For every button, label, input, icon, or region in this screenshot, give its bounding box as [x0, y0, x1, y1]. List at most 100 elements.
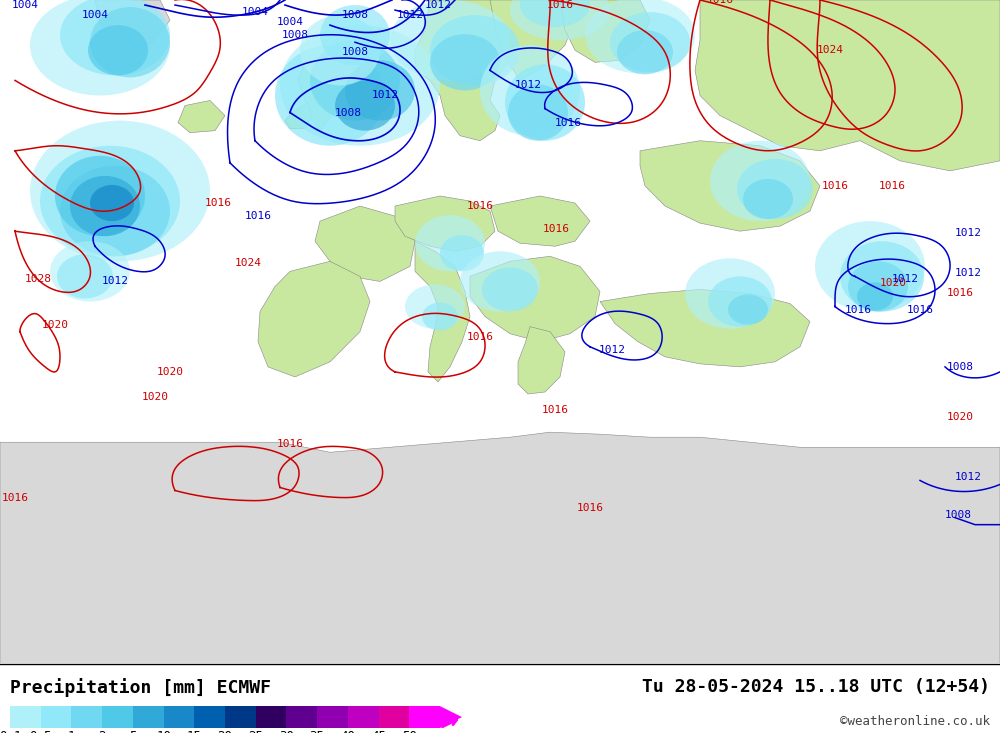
Text: 1012: 1012 [424, 0, 452, 10]
Polygon shape [490, 196, 590, 246]
Bar [164, 706, 194, 728]
Text: 1024: 1024 [234, 258, 262, 268]
Ellipse shape [90, 7, 170, 78]
Text: 1008: 1008 [282, 30, 308, 40]
Text: 25: 25 [248, 730, 263, 733]
Bar [286, 706, 317, 728]
Text: 1016: 1016 [844, 305, 872, 314]
Polygon shape [178, 100, 225, 133]
Text: 1012: 1012 [954, 228, 982, 238]
Bar [10, 706, 41, 728]
Ellipse shape [743, 179, 793, 219]
Polygon shape [490, 0, 575, 81]
Ellipse shape [335, 81, 395, 130]
Text: 1016: 1016 [822, 181, 848, 191]
Bar [41, 706, 71, 728]
Text: 1008: 1008 [342, 47, 368, 57]
Text: 20: 20 [218, 730, 232, 733]
Bar [409, 706, 440, 728]
Ellipse shape [90, 185, 134, 221]
Polygon shape [415, 0, 520, 141]
Text: 15: 15 [187, 730, 202, 733]
Bar [317, 706, 348, 728]
Ellipse shape [70, 176, 140, 236]
Ellipse shape [422, 303, 458, 331]
Text: 30: 30 [279, 730, 294, 733]
Bar [256, 706, 286, 728]
Text: 1016: 1016 [205, 198, 232, 208]
Text: 1016: 1016 [554, 117, 582, 128]
Ellipse shape [30, 0, 170, 95]
Polygon shape [285, 103, 312, 129]
Ellipse shape [57, 254, 113, 298]
Ellipse shape [30, 121, 210, 262]
Ellipse shape [280, 25, 440, 146]
Polygon shape [470, 257, 600, 342]
Polygon shape [695, 0, 1000, 171]
Polygon shape [315, 206, 415, 281]
Text: 1016: 1016 [706, 0, 734, 5]
Polygon shape [415, 241, 470, 382]
Polygon shape [600, 290, 810, 366]
Ellipse shape [40, 146, 180, 257]
Ellipse shape [510, 0, 610, 40]
Text: 1008: 1008 [342, 10, 368, 20]
Polygon shape [298, 55, 345, 130]
Text: 1020: 1020 [42, 320, 68, 330]
Bar [71, 706, 102, 728]
Ellipse shape [737, 159, 813, 219]
Text: 1020: 1020 [142, 392, 168, 402]
Text: 1016: 1016 [879, 181, 906, 191]
Polygon shape [640, 141, 820, 231]
Text: 1012: 1012 [892, 274, 918, 284]
Ellipse shape [508, 84, 568, 141]
Ellipse shape [482, 268, 538, 312]
Text: 1012: 1012 [954, 268, 982, 279]
Ellipse shape [275, 45, 385, 146]
Ellipse shape [405, 284, 465, 328]
Text: 1008: 1008 [944, 509, 972, 520]
Text: 5: 5 [129, 730, 137, 733]
Ellipse shape [610, 12, 690, 73]
Text: 1012: 1012 [372, 90, 398, 100]
Text: 1012: 1012 [514, 81, 542, 90]
Ellipse shape [815, 221, 925, 312]
Ellipse shape [55, 156, 145, 236]
Text: 1016: 1016 [946, 289, 974, 298]
Ellipse shape [480, 45, 580, 136]
Text: 0.5: 0.5 [29, 730, 52, 733]
Text: ©weatheronline.co.uk: ©weatheronline.co.uk [840, 715, 990, 728]
Bar [348, 706, 379, 728]
Ellipse shape [685, 258, 775, 328]
Bar [225, 706, 256, 728]
Text: 1016: 1016 [542, 405, 568, 415]
Text: 1004: 1004 [82, 10, 108, 20]
Text: 0.1: 0.1 [0, 730, 21, 733]
Ellipse shape [710, 141, 810, 221]
Ellipse shape [848, 262, 908, 312]
Polygon shape [395, 196, 495, 251]
Ellipse shape [345, 60, 415, 121]
Text: 50: 50 [402, 730, 417, 733]
Text: 1016: 1016 [2, 493, 28, 503]
Ellipse shape [310, 40, 400, 121]
Text: 1016: 1016 [276, 439, 304, 449]
Ellipse shape [840, 241, 924, 312]
Bar [194, 706, 225, 728]
Polygon shape [560, 0, 650, 62]
Polygon shape [440, 706, 462, 728]
Ellipse shape [300, 15, 380, 86]
Ellipse shape [585, 0, 695, 73]
Text: 1020: 1020 [946, 412, 974, 422]
Text: 1012: 1012 [954, 473, 982, 482]
Text: 1004: 1004 [276, 17, 304, 27]
Text: 1020: 1020 [880, 279, 906, 289]
Text: 1008: 1008 [946, 362, 974, 372]
Ellipse shape [320, 5, 390, 65]
Text: 1016: 1016 [546, 0, 574, 10]
Text: 1016: 1016 [576, 503, 604, 512]
Ellipse shape [60, 0, 170, 75]
Ellipse shape [415, 215, 485, 271]
Text: 1012: 1012 [396, 10, 424, 20]
Ellipse shape [857, 282, 893, 311]
